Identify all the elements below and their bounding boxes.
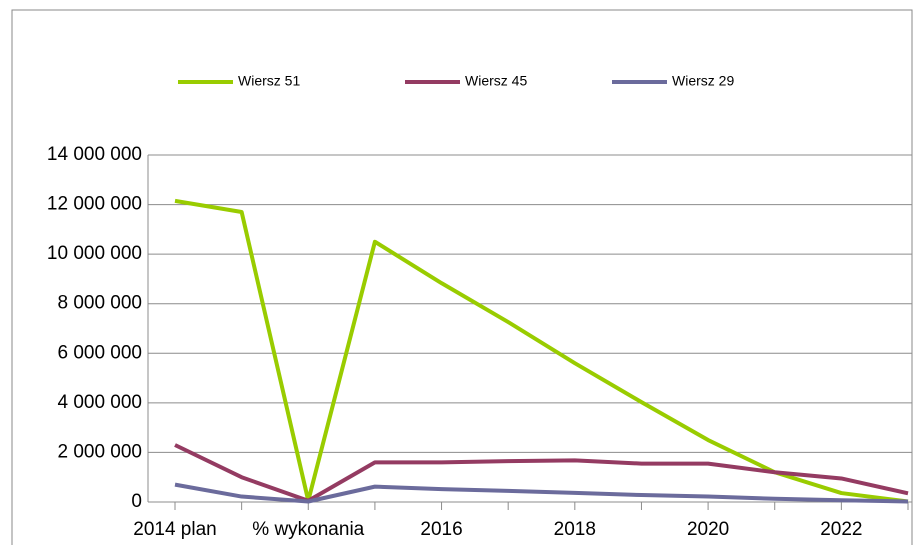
data-line: [174, 443, 909, 503]
x-tick-label: 2022: [820, 519, 862, 540]
legend-label: Wiersz 45: [465, 73, 527, 89]
x-tick-label: 2018: [554, 519, 596, 540]
legend-label: Wiersz 51: [238, 73, 300, 89]
y-tick-label: 8 000 000: [57, 293, 142, 314]
y-tick-label: 10 000 000: [47, 243, 142, 264]
data-line: [174, 198, 909, 504]
y-tick-label: 12 000 000: [47, 194, 142, 215]
chart-border: [11, 9, 913, 545]
y-tick-label: 0: [131, 491, 142, 512]
legend-label: Wiersz 29: [672, 73, 734, 89]
y-tick-label: 14 000 000: [47, 144, 142, 165]
x-tick-label: 2020: [687, 519, 729, 540]
x-tick-label: 2016: [420, 519, 462, 540]
y-tick-label: 2 000 000: [57, 441, 142, 462]
data-line: [174, 482, 909, 504]
y-tick-label: 4 000 000: [57, 392, 142, 413]
x-tick-label: % wykonania: [252, 519, 364, 540]
x-tick-label: 2014 plan: [133, 519, 216, 540]
y-tick-label: 6 000 000: [57, 342, 142, 363]
